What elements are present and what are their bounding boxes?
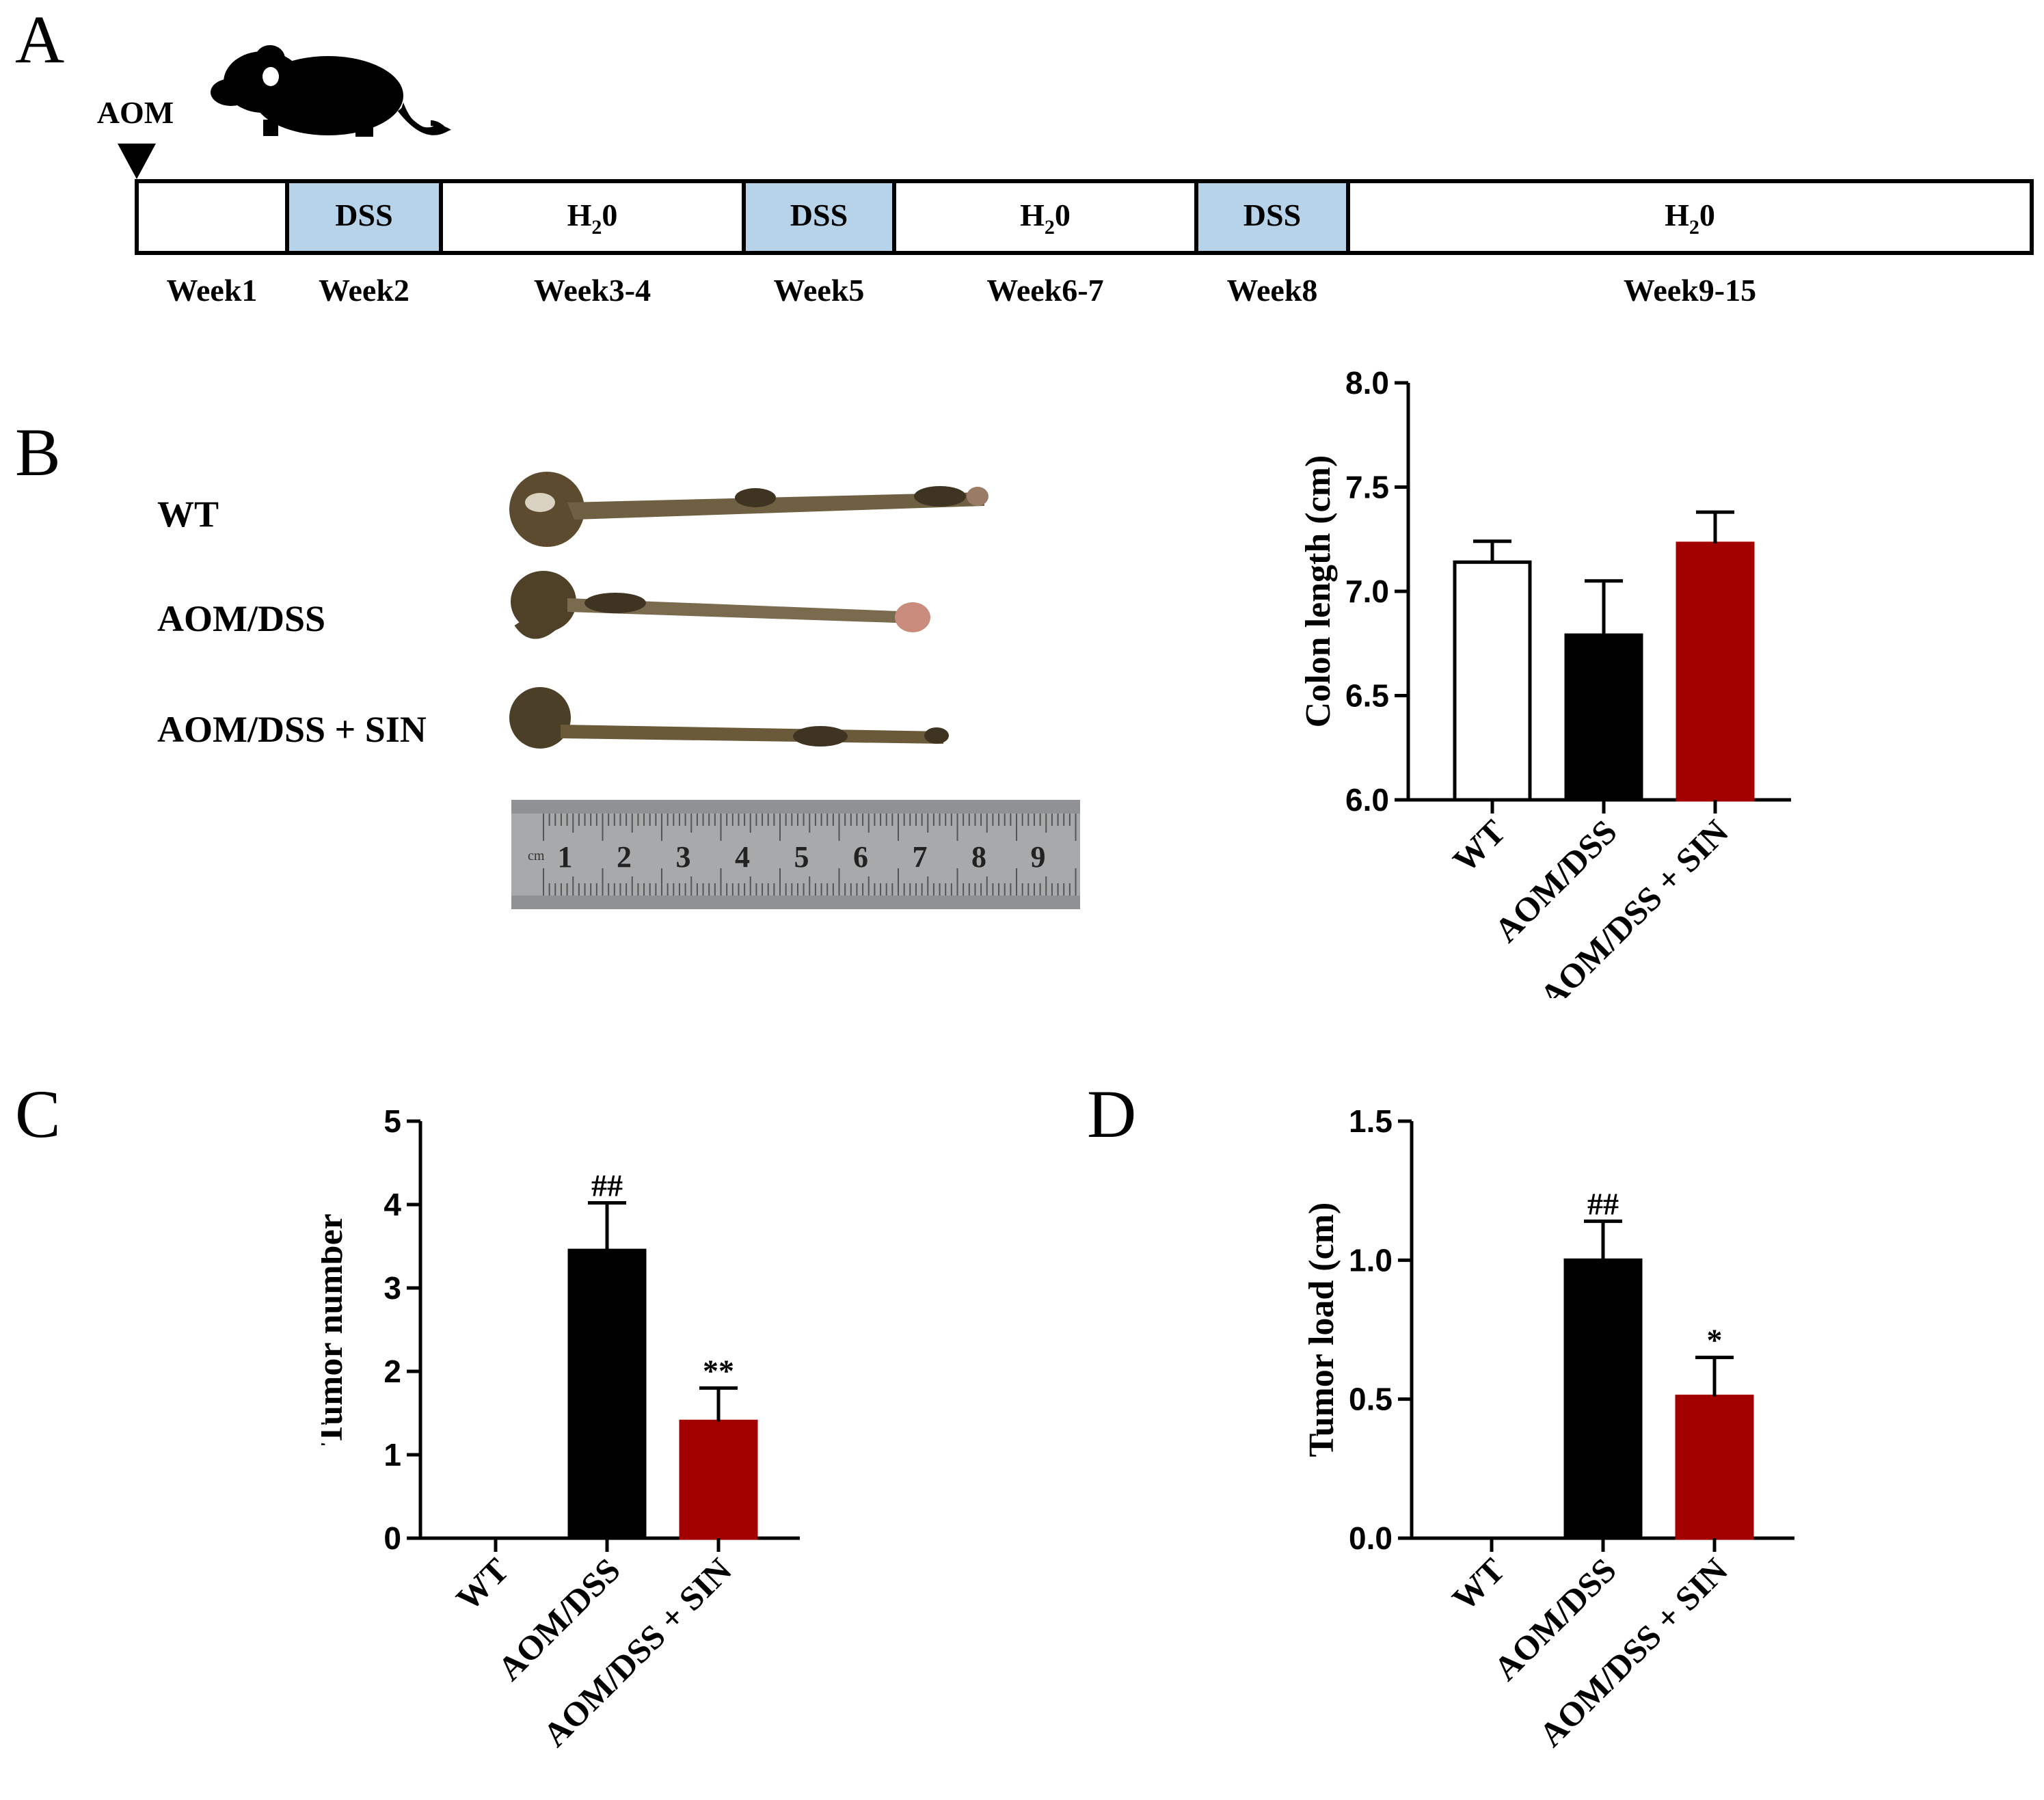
- bar: [1563, 1258, 1643, 1540]
- ruler-unit-label: cm: [528, 848, 545, 863]
- ruler-number: 5: [794, 840, 809, 874]
- ruler: 1 2 3 4 5 6 7 8 9 cm: [511, 800, 1080, 909]
- y-tick-label: 1.0: [1349, 1242, 1393, 1278]
- colon-photo: WT AOM/DSS AOM/DSS + SIN 1 2 3 4 5 6 7 8 9 cm: [157, 472, 1080, 909]
- timeline-week-label: Week6-7: [986, 273, 1103, 308]
- timeline-segment: [1194, 179, 1350, 255]
- panel-label-a: A: [15, 1, 65, 77]
- panel-label-c: C: [15, 1076, 61, 1152]
- timeline-week-label: Week1: [167, 273, 258, 308]
- timeline-segment: [135, 179, 289, 255]
- colon-length-chart: 6.0 6.5 7.0 7.5 8.0 Colon length (cm) WT AOM/DS…: [1299, 365, 1791, 998]
- bar: [567, 1248, 647, 1540]
- ruler-number: 7: [913, 840, 928, 874]
- y-axis-title: Tumor load (cm): [1302, 1203, 1341, 1458]
- bar: [679, 1419, 758, 1540]
- timeline-segment-label: H20: [1020, 198, 1071, 239]
- y-tick-label: 4: [384, 1187, 401, 1222]
- category-label: WT: [1445, 812, 1513, 880]
- timeline-segment: [439, 179, 746, 255]
- bar: [1676, 541, 1755, 802]
- colon-sample-aom-dss-sin: [509, 687, 949, 749]
- y-tick-label: 8.0: [1345, 365, 1389, 401]
- y-tick-label: 1.5: [1349, 1103, 1393, 1139]
- group-label-aom-dss: AOM/DSS: [157, 598, 325, 639]
- category-label: WT: [448, 1550, 516, 1618]
- tail-line: [397, 107, 449, 135]
- timeline-diagram: AOM DSS H20 DSS H20 DSS H20 Week1 Week2 Week3-4…: [97, 45, 2034, 308]
- y-tick-label: 0: [384, 1520, 401, 1556]
- ruler-number: 3: [676, 840, 691, 874]
- timeline-week-label: Week3-4: [534, 273, 651, 308]
- panel-label-d: D: [1087, 1076, 1137, 1152]
- group-label-wt: WT: [157, 494, 219, 535]
- timeline-segment: [1346, 179, 2034, 255]
- group-label-aom-dss-sin: AOM/DSS + SIN: [157, 709, 427, 750]
- y-axis-title: Tumor number: [321, 1213, 350, 1446]
- colon-sample-wt: [509, 472, 989, 547]
- category-label: WT: [1444, 1550, 1512, 1618]
- bar: [1564, 633, 1643, 802]
- timeline-segment-label: DSS: [335, 198, 392, 232]
- ruler-number: 1: [558, 840, 573, 874]
- timeline-segment-label: DSS: [790, 198, 848, 232]
- significance-label: ##: [591, 1168, 623, 1203]
- y-tick-label: 7.0: [1345, 574, 1389, 609]
- y-tick-label: 7.5: [1345, 470, 1389, 505]
- category-label: AOM/DSS + SIN: [1531, 1550, 1734, 1754]
- y-tick-label: 5: [384, 1103, 401, 1139]
- panel-label-b: B: [15, 414, 61, 490]
- timeline-week-label: Week8: [1227, 273, 1318, 308]
- ruler-number: 6: [853, 840, 868, 874]
- significance-label: **: [703, 1353, 734, 1388]
- significance-label: *: [1707, 1323, 1723, 1358]
- category-label: AOM/DSS + SIN: [535, 1550, 738, 1754]
- y-axis-title: Colon length (cm): [1299, 455, 1338, 728]
- y-tick-label: 1: [384, 1437, 401, 1473]
- y-tick-label: 6.5: [1345, 678, 1389, 714]
- mouse-icon: [211, 45, 451, 137]
- y-tick-label: 3: [384, 1270, 401, 1306]
- timeline-week-label: Week2: [319, 273, 409, 308]
- y-tick-label: 0.0: [1349, 1520, 1393, 1556]
- category-label: AOM/DSS + SIN: [1532, 812, 1735, 998]
- ruler-number: 4: [735, 840, 750, 874]
- y-tick-label: 0.5: [1349, 1382, 1393, 1417]
- y-tick-label: 6.0: [1345, 782, 1389, 818]
- aom-marker-arrow: [118, 144, 156, 179]
- bar: [1675, 1395, 1754, 1540]
- y-tick-label: 2: [384, 1354, 401, 1389]
- colon-sample-aom-dss: [511, 571, 930, 639]
- significance-label: ##: [1587, 1186, 1619, 1221]
- ruler-number: 9: [1031, 840, 1046, 874]
- aom-marker-label: AOM: [97, 95, 174, 130]
- ruler-number: 8: [971, 840, 986, 874]
- bar: [1453, 560, 1532, 802]
- timeline-segment-label: DSS: [1243, 198, 1301, 232]
- timeline-week-label: Week9-15: [1624, 273, 1756, 308]
- ruler-number: 2: [617, 840, 632, 874]
- timeline-week-label: Week5: [774, 273, 865, 308]
